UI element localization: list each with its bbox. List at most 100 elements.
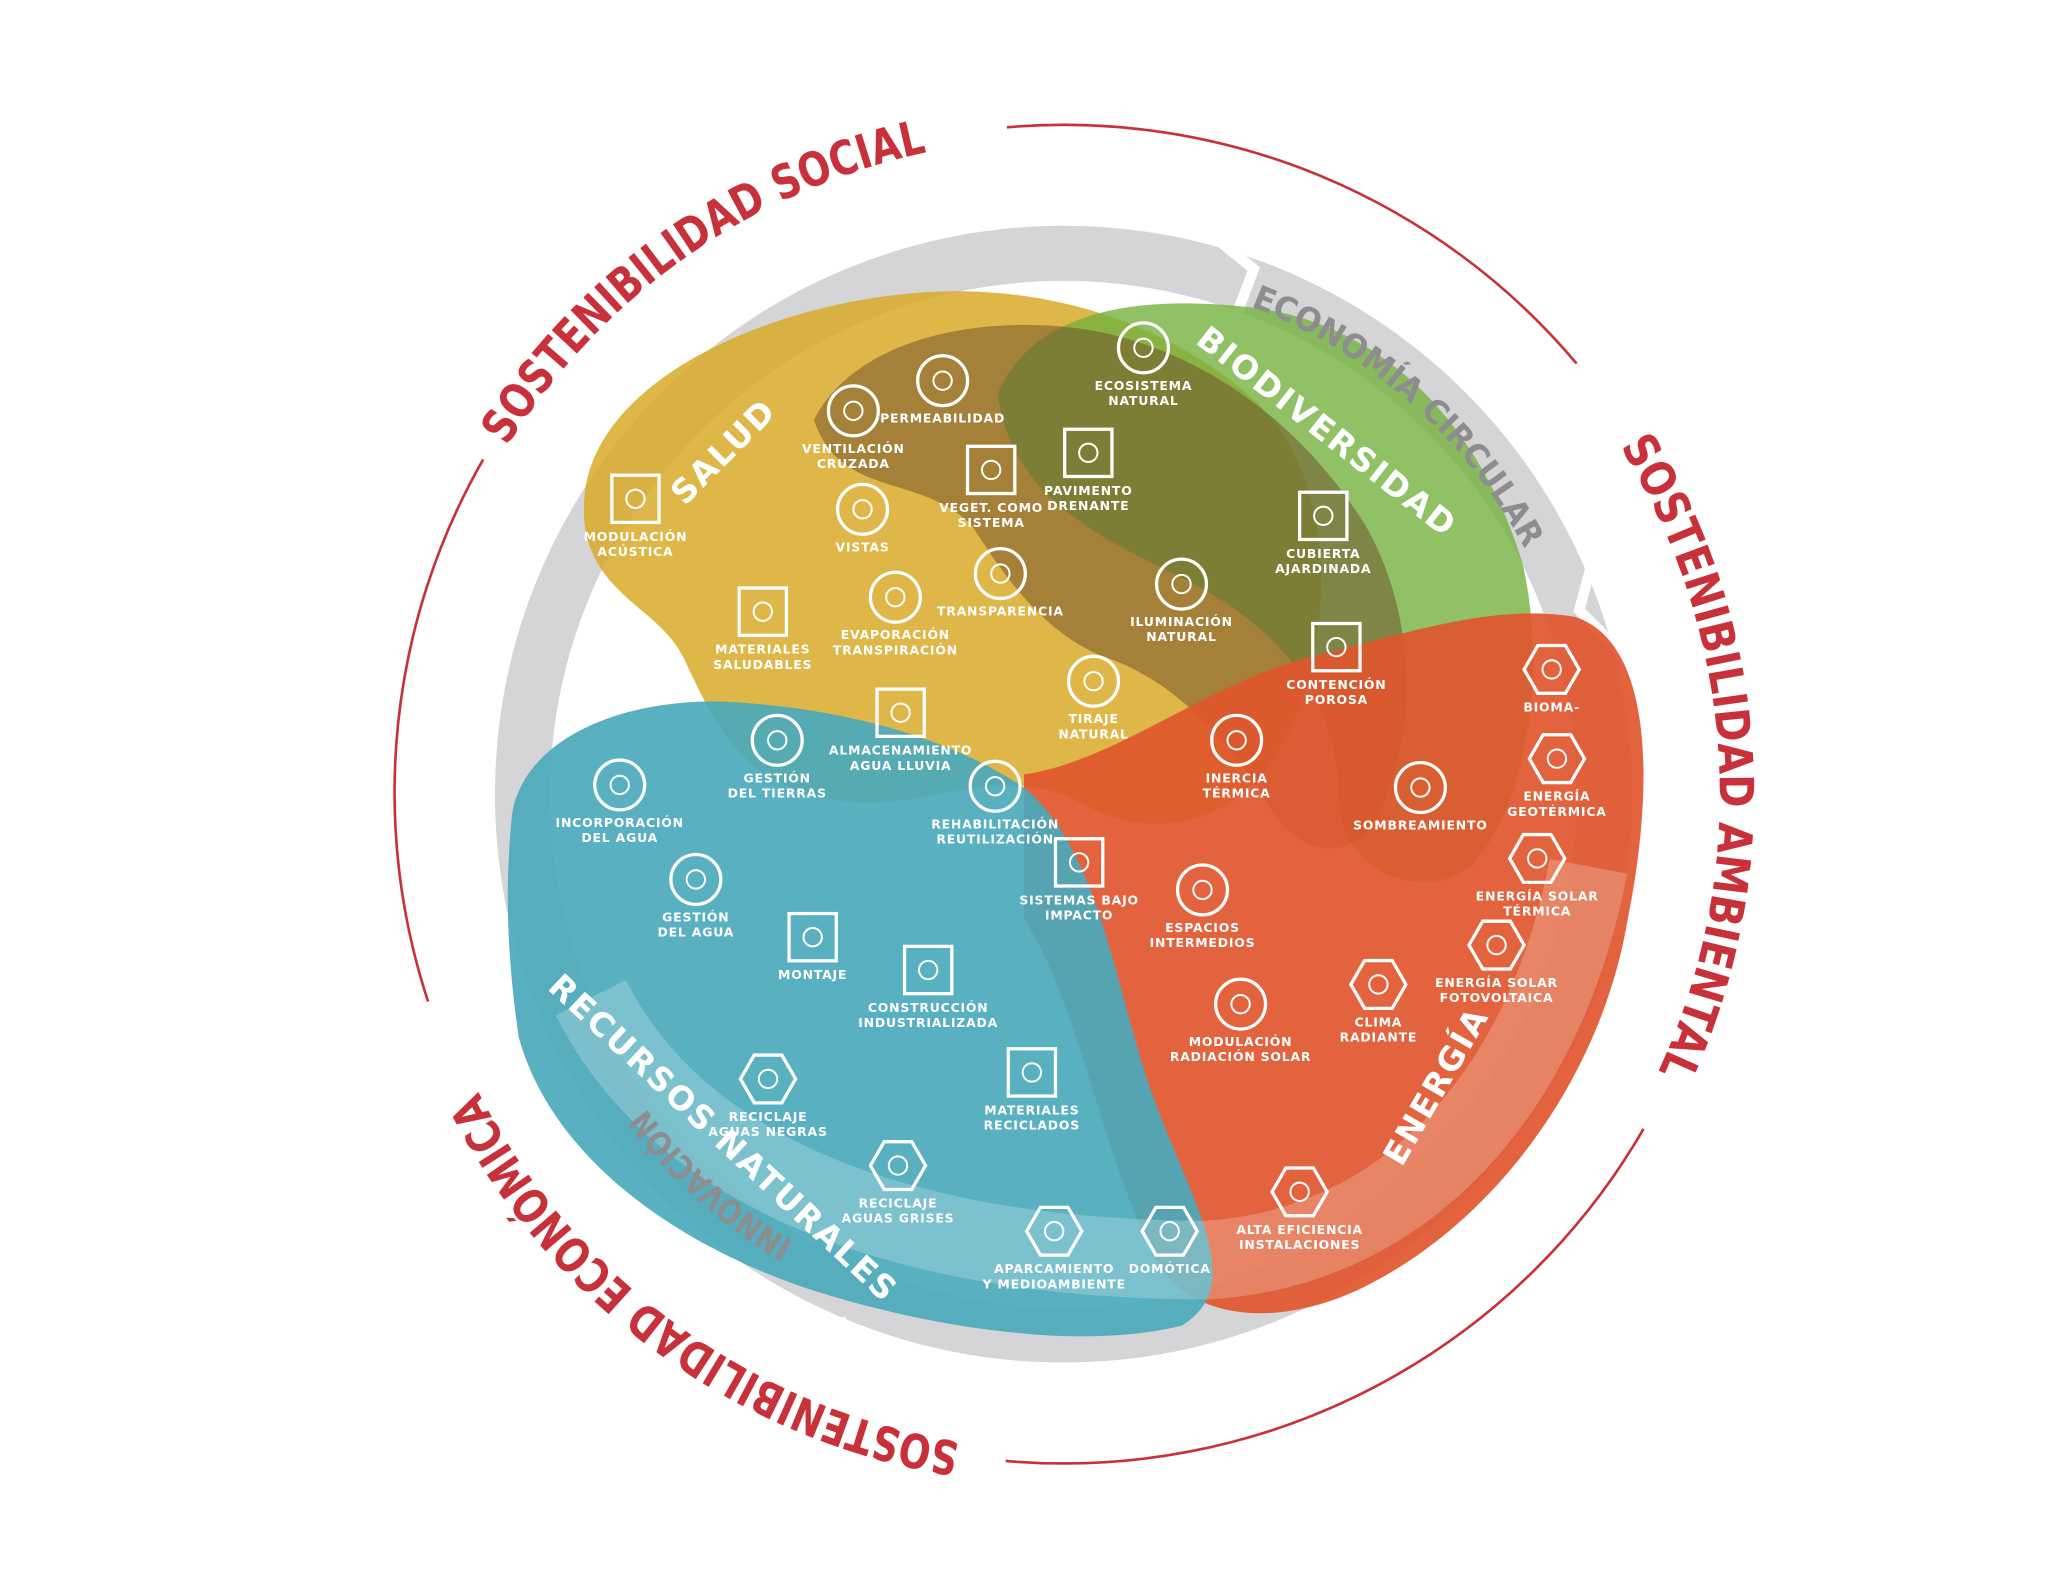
node-label: ECOSISTEMA	[1095, 378, 1193, 393]
node-icon	[1063, 427, 1114, 479]
node-icon	[1522, 643, 1582, 695]
node-icon-detail	[1133, 337, 1154, 359]
node-icon-detail	[625, 488, 646, 509]
node-label: ENERGÍA SOLAR	[1476, 888, 1599, 903]
node-label: TÉRMICA	[1203, 785, 1271, 800]
node-icon	[1066, 654, 1121, 708]
node-icon-detail	[1044, 1221, 1065, 1242]
node-icon	[1507, 832, 1567, 884]
node-label: CONTENCIÓN	[1286, 677, 1386, 692]
node-icon	[826, 384, 880, 438]
node-icon-detail	[1326, 636, 1347, 658]
node: PERMEABILIDAD	[880, 354, 1005, 426]
node-icon	[750, 713, 804, 767]
node-icon	[1213, 977, 1268, 1031]
node-icon	[1270, 1166, 1330, 1218]
node-icon-detail	[932, 370, 953, 391]
node-label: AGUAS GRISES	[842, 1211, 955, 1226]
ring-arrow	[835, 1316, 880, 1421]
node-icon-detail	[802, 927, 823, 948]
node-icon-detail	[1159, 1221, 1180, 1242]
ring-arrow	[482, 962, 536, 1070]
light-band	[555, 858, 1628, 1300]
node-icon-detail	[890, 702, 911, 723]
node-icon-detail	[1541, 659, 1562, 680]
node-label: SOMBREAMIENTO	[1353, 818, 1487, 833]
node-icon-detail	[852, 499, 873, 520]
node-icon-detail	[1410, 777, 1431, 798]
node-icon-detail	[1289, 1181, 1310, 1203]
node-label: GESTIÓN	[662, 909, 729, 924]
node-label: MODULACIÓN	[584, 529, 688, 544]
node-label: VENTILACIÓN	[802, 441, 905, 456]
node-icon	[593, 758, 647, 812]
node-icon	[1393, 760, 1447, 815]
node-label: NATURAL	[1058, 726, 1128, 741]
node-icon	[868, 570, 922, 624]
node: DOMÓTICA	[1129, 1205, 1210, 1276]
node-label: CRUZADA	[817, 456, 890, 471]
node-icon-detail	[1486, 934, 1507, 956]
node-icon	[1298, 490, 1349, 542]
node-label: RECICLAJE	[859, 1196, 938, 1211]
node: SOMBREAMIENTO	[1353, 760, 1487, 833]
node-label: ACÚSTICA	[597, 544, 673, 559]
node-label: AGUA LLUVIA	[850, 758, 952, 773]
node-label: TÉRMICA	[1503, 904, 1571, 919]
node-icon	[738, 1053, 798, 1105]
node-label: REHABILITACIÓN	[931, 816, 1059, 831]
node-label: NATURAL	[1108, 393, 1178, 408]
node-label: DEL AGUA	[581, 830, 658, 845]
node: TRANSPARENCIA	[937, 547, 1063, 619]
node-label: INSTALACIONES	[1239, 1237, 1360, 1252]
node-icon	[1348, 958, 1408, 1010]
blobs	[507, 291, 1644, 1337]
node-icon-detail	[984, 776, 1006, 797]
node-label: ILUMINACIÓN	[1130, 614, 1233, 629]
node-icon-detail	[1368, 974, 1389, 995]
node-icon-detail	[990, 563, 1011, 584]
node-icon-detail	[1313, 505, 1334, 527]
node-icon	[916, 354, 970, 408]
node-label: ESPACIOS	[1165, 920, 1240, 935]
node-icon	[610, 473, 661, 525]
node-label: CLIMA	[1355, 1014, 1403, 1029]
node-icon-detail	[843, 400, 864, 422]
node-icon-detail	[1083, 671, 1104, 692]
node: VISTAS	[835, 482, 890, 554]
red-arc	[1005, 1128, 1645, 1465]
node-icon	[835, 482, 890, 536]
node-icon	[1527, 733, 1587, 785]
node-icon	[868, 1140, 928, 1192]
node-label: TIRAJE	[1068, 711, 1118, 726]
node-icon	[902, 944, 954, 996]
node-icon-detail	[1021, 1062, 1043, 1083]
node-label: PERMEABILIDAD	[880, 411, 1005, 426]
node-label: ALTA EFICIENCIA	[1236, 1222, 1363, 1237]
node-label: SISTEMA	[958, 515, 1025, 530]
node-icon	[1154, 557, 1209, 611]
node-label: RECICLAJE	[729, 1109, 808, 1124]
node-label: SALUDABLES	[713, 657, 812, 672]
node-label: RADIANTE	[1340, 1030, 1418, 1045]
node-label: MATERIALES	[715, 642, 810, 657]
node-label: VEGET. COMO	[939, 500, 1043, 515]
node-icon-detail	[1078, 442, 1099, 464]
